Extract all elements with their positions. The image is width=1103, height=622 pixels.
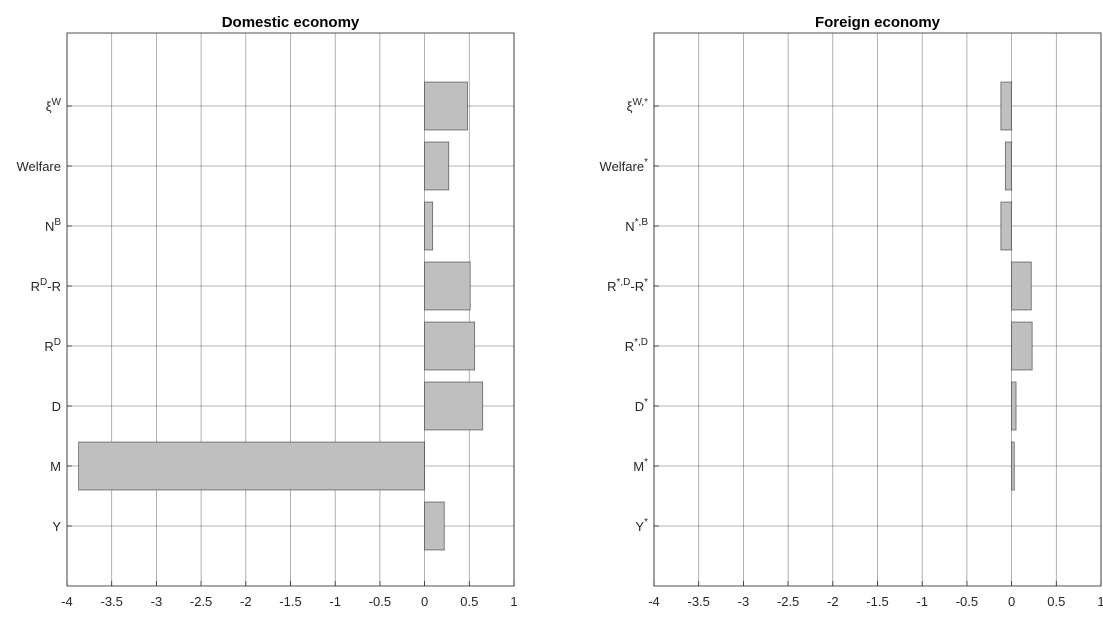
bar-0 <box>424 501 445 551</box>
y-category-label: D <box>52 399 61 414</box>
y-category-label: Welfare* <box>600 157 649 174</box>
category-base: Y <box>52 519 61 534</box>
bar-1 <box>1011 441 1015 491</box>
category-base: N <box>45 219 54 234</box>
y-category-label: M* <box>633 457 648 474</box>
x-tick-label: 0 <box>1008 594 1015 609</box>
category-base: D <box>635 399 644 414</box>
y-category-label: RD-R <box>31 277 61 294</box>
bar-5 <box>1000 201 1013 251</box>
bar-3 <box>1011 321 1033 371</box>
x-tick-label: 0.5 <box>460 594 478 609</box>
category-base: ξ <box>46 99 52 114</box>
category-base: M <box>633 459 644 474</box>
category-tail: -R <box>630 279 644 294</box>
x-tick-label: -1.5 <box>279 594 301 609</box>
category-base: Welfare <box>600 159 645 174</box>
chart-title: Domestic economy <box>222 14 360 31</box>
bar-1 <box>78 441 425 491</box>
y-category-label: Welfare <box>16 159 61 174</box>
y-category-label: R*,D-R* <box>607 277 648 294</box>
category-base: N <box>625 219 634 234</box>
bar-3 <box>424 321 476 371</box>
category-base: D <box>52 399 61 414</box>
category-base: R <box>625 339 634 354</box>
bar-2 <box>424 381 484 431</box>
x-tick-label: -2.5 <box>777 594 799 609</box>
y-category-label: ξW,* <box>627 97 648 114</box>
category-base: Y <box>635 519 644 534</box>
bar-5 <box>424 201 434 251</box>
category-superscript: *,B <box>635 217 649 228</box>
domestic-economy-chart: -4 -3.5 -3 -2.5 -2 -1.5 -1 -0.5 0 0.5 1YMDRDRD-RNB… <box>16 14 517 609</box>
y-category-label: R*,D <box>625 337 648 354</box>
y-category-label: N*,B <box>625 217 648 234</box>
bar-7 <box>424 81 468 131</box>
category-superscript: *,D <box>634 337 648 348</box>
category-base: Welfare <box>16 159 61 174</box>
category-superscript: D <box>40 277 47 288</box>
bar-7 <box>1000 81 1013 131</box>
bar-4 <box>1011 261 1032 311</box>
category-superscript: * <box>644 457 648 468</box>
category-base: M <box>50 459 61 474</box>
y-category-label: Y* <box>635 517 648 534</box>
chart-title: Foreign economy <box>815 14 941 31</box>
bar-6 <box>1004 141 1012 191</box>
x-tick-label: -3 <box>151 594 163 609</box>
foreign-economy-chart: -4 -3.5 -3 -2.5 -2 -1.5 -1 -0.5 0 0.5 1Y*M*D*R*,DR… <box>600 14 1103 609</box>
x-tick-label: -2 <box>240 594 252 609</box>
y-category-label: NB <box>45 217 61 234</box>
y-category-label: RD <box>44 337 61 354</box>
category-superscript: * <box>644 397 648 408</box>
x-tick-label: 0.5 <box>1047 594 1065 609</box>
bar-4 <box>424 261 471 311</box>
category-superscript: W <box>52 97 62 108</box>
x-tick-label: -3 <box>738 594 750 609</box>
x-tick-label: -4 <box>648 594 660 609</box>
y-category-label: M <box>50 459 61 474</box>
category-tail: -R <box>47 279 61 294</box>
category-superscript: * <box>644 517 648 528</box>
category-superscript: W,* <box>632 97 648 108</box>
x-tick-label: 0 <box>421 594 428 609</box>
bar-2 <box>1011 381 1017 431</box>
x-tick-label: -2.5 <box>190 594 212 609</box>
x-tick-label: -0.5 <box>369 594 391 609</box>
x-tick-label: -1 <box>916 594 928 609</box>
category-base: R <box>607 279 616 294</box>
category-tail-superscript: * <box>644 277 648 288</box>
y-category-label: ξW <box>46 97 62 114</box>
x-tick-label: -1 <box>329 594 341 609</box>
x-tick-label: 1 <box>1097 594 1103 609</box>
x-tick-label: -4 <box>61 594 73 609</box>
x-tick-label: -3.5 <box>687 594 709 609</box>
y-category-label: Y <box>52 519 61 534</box>
category-superscript: * <box>644 157 648 168</box>
category-superscript: B <box>54 217 61 228</box>
category-base: R <box>44 339 53 354</box>
x-tick-label: -3.5 <box>100 594 122 609</box>
category-base: ξ <box>627 99 633 114</box>
category-base: R <box>31 279 40 294</box>
x-tick-label: -2 <box>827 594 839 609</box>
category-superscript: D <box>54 337 61 348</box>
x-tick-label: -0.5 <box>956 594 978 609</box>
category-superscript: *,D <box>616 277 630 288</box>
y-category-label: D* <box>635 397 648 414</box>
bar-6 <box>424 141 450 191</box>
x-tick-label: 1 <box>510 594 517 609</box>
x-tick-label: -1.5 <box>866 594 888 609</box>
